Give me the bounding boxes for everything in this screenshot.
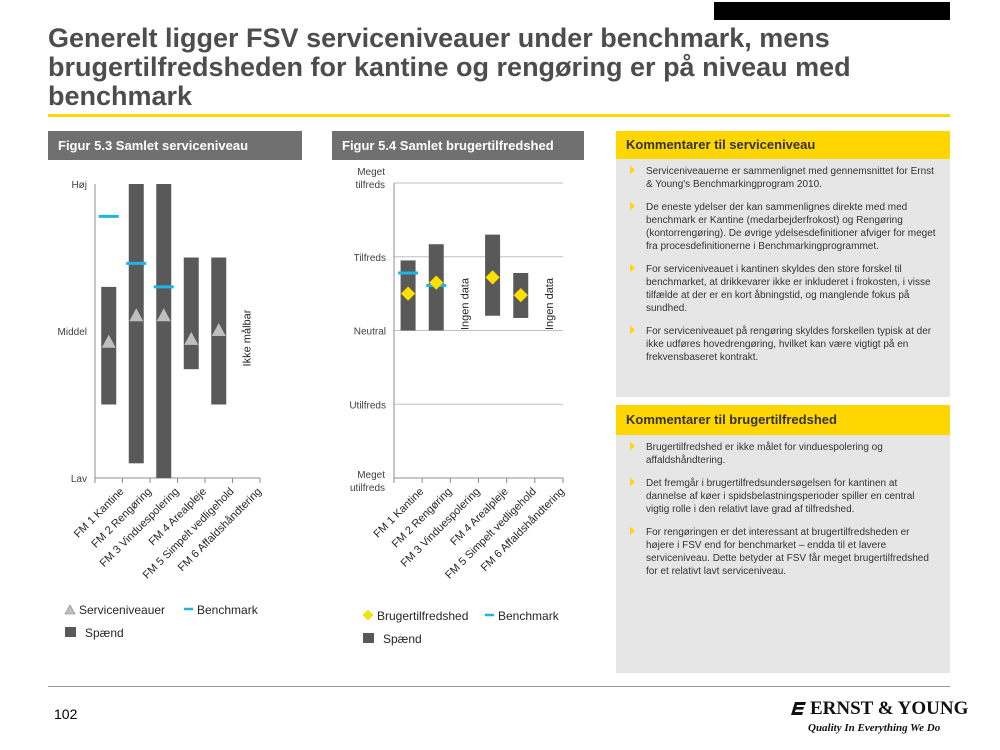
satisfaction-comment-item: Brugertilfredshed er ikke målet for vind… [626,441,940,467]
bullet-arrow-icon [630,264,635,272]
service-level-comments-panel: Kommentarer til serviceniveau Serviceniv… [616,131,950,397]
legend-level-icon [362,609,374,621]
satisfaction-comment-item: For rengøringen er det interessant at br… [626,526,940,578]
ernst-young-logo: ERNST & YOUNG Quality In Everything We D… [790,698,968,740]
service-level-marker [156,308,171,322]
satisfaction-comments-panel: Kommentarer til brugertilfredshed Bruger… [616,405,950,673]
y-tick-label: Meget tilfreds [356,167,386,191]
legend-benchmark-label: Benchmark [498,609,560,623]
satisfaction-comment-item: Det fremgår i brugertilfredsundersøgelse… [626,477,940,516]
legend-range-icon [363,633,374,643]
service-level-marker [101,334,116,348]
service-comment-item: For serviceniveauet i kantinen skyldes d… [626,263,940,315]
bullet-arrow-icon [630,202,635,210]
service-comment-item: Serviceniveauerne er sammenlignet med ge… [626,165,940,191]
service-comment-text: For serviceniveauet på rengøring skyldes… [646,326,932,363]
user-satisfaction-chart: Meget tilfreds Tilfreds Neutral Utilfreds Meg… [349,167,567,646]
satisfaction-comment-text: Brugertilfredshed er ikke målet for vind… [646,442,883,466]
satisfaction-comments-list: Brugertilfredshed er ikke målet for vind… [616,435,950,598]
legend-range-label: Spænd [85,626,124,640]
no-data-annotation: Ingen data [544,277,556,330]
y-tick-label: Meget utilfreds [350,470,385,494]
bullet-arrow-icon [630,478,635,486]
satisfaction-comment-text: For rengøringen er det interessant at br… [646,527,929,577]
service-level-marker [211,323,226,336]
service-level-comments-header: Kommentarer til serviceniveau [616,131,950,159]
service-comment-text: For serviceniveauet i kantinen skyldes d… [646,264,931,314]
page-number: 102 [54,706,78,722]
y-tick-label: Neutral [354,327,386,338]
satisfaction-marker [513,287,529,303]
bullet-arrow-icon [630,442,635,450]
footer-divider [48,686,950,687]
logo-tagline: Quality In Everything We Do [808,722,941,734]
logo-wordmark: ERNST & YOUNG [810,698,969,719]
figure-2-header: Figur 5.4 Samlet brugertilfredshed [332,131,584,160]
bullet-arrow-icon [630,527,635,535]
service-comment-item: De eneste ydelser der kan sammenlignes d… [626,201,940,253]
satisfaction-comment-text: Det fremgår i brugertilfredsundersøgelse… [646,478,915,515]
service-comment-item: For serviceniveauet på rengøring skyldes… [626,325,940,364]
page-title: Generelt ligger FSV serviceniveauer unde… [48,23,851,111]
service-comment-text: Serviceniveauerne er sammenlignet med ge… [646,166,934,190]
y-tick-label: Utilfreds [349,400,386,411]
service-comment-text: De eneste ydelser der kan sammenlignes d… [646,202,936,252]
figure-1-header: Figur 5.3 Samlet serviceniveau [48,131,302,160]
title-divider [48,114,950,117]
legend-benchmark-label: Benchmark [197,603,259,617]
range-bar [128,184,144,464]
no-data-annotation: Ingen data [459,277,471,330]
satisfaction-marker [400,286,416,301]
satisfaction-marker [485,270,500,285]
service-level-marker [184,331,199,345]
y-tick-label: Tilfreds [354,253,386,264]
y-tick-label: Høj [71,180,87,191]
satisfaction-marker [428,275,444,290]
logo-mark-icon [791,702,806,715]
range-bar [183,257,199,370]
bullet-arrow-icon [630,166,635,174]
range-bar [156,184,172,478]
no-data-annotation: Ikke målbar [241,309,253,366]
legend-level-icon [64,604,76,615]
legend-range-icon [65,627,76,637]
legend-range-label: Spænd [383,632,422,646]
legend-level-label: Serviceniveauer [79,603,165,617]
legend-level-label: Brugertilfredshed [377,609,468,623]
y-tick-label: Middel [58,327,87,338]
service-level-marker [129,308,144,322]
bullet-arrow-icon [630,326,635,334]
satisfaction-comments-header: Kommentarer til brugertilfredshed [616,405,950,435]
service-level-comments-list: Serviceniveauerne er sammenlignet med ge… [616,159,950,384]
top-black-bar [714,2,950,20]
y-tick-label: Lav [71,474,87,485]
